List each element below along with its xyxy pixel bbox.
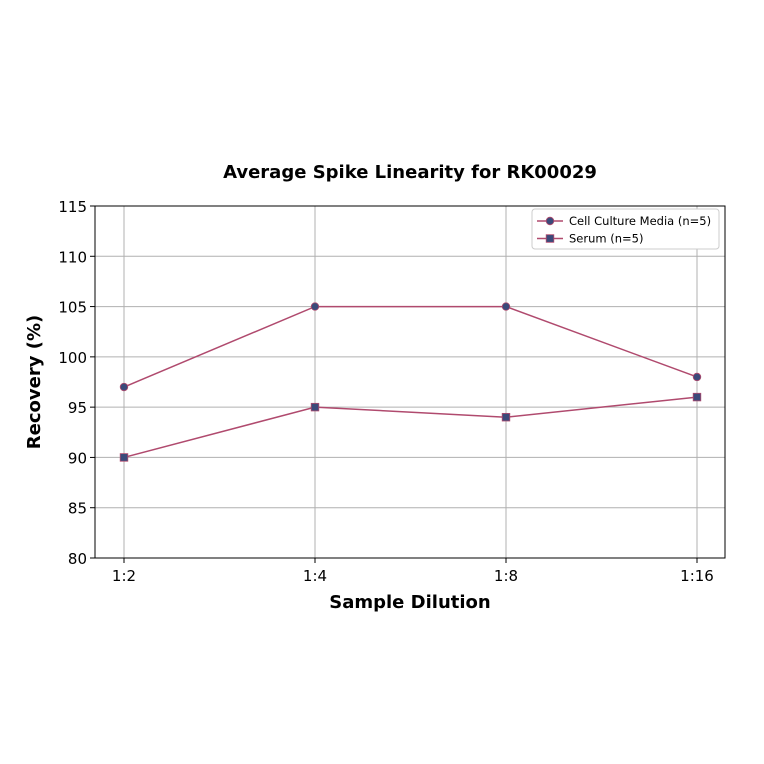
x-tick-label: 1:16	[680, 567, 714, 585]
legend-label: Serum (n=5)	[569, 232, 643, 246]
data-point-circle	[501, 302, 511, 311]
legend-label: Cell Culture Media (n=5)	[569, 214, 711, 228]
x-tick-label: 1:2	[112, 567, 136, 585]
data-point-circle	[119, 382, 129, 392]
y-axis-label: Recovery (%)	[24, 315, 45, 449]
plot-area	[94, 205, 726, 559]
chart-title: Average Spike Linearity for RK00029	[223, 162, 597, 183]
y-tick-label: 95	[68, 399, 87, 417]
data-point-square	[501, 412, 511, 422]
legend-circle-icon	[545, 216, 555, 226]
x-tick-label: 1:4	[303, 567, 327, 585]
y-tick-label: 100	[58, 349, 87, 367]
x-tick-label: 1:8	[494, 567, 518, 585]
legend-box	[531, 208, 720, 250]
data-point-circle	[692, 372, 702, 382]
y-axis-ticks: 80 85 90 95 100 105 110 115	[58, 198, 95, 568]
x-axis-ticks: 1:2 1:4 1:8 1:16	[112, 558, 714, 585]
legend: Cell Culture Media (n=5) Serum (n=5)	[531, 208, 720, 250]
y-tick-label: 90	[68, 449, 87, 467]
data-point-circle	[310, 302, 320, 311]
legend-square-icon	[545, 234, 555, 243]
grid	[95, 205, 725, 559]
x-axis-label: Sample Dilution	[329, 592, 490, 613]
series-line	[123, 396, 698, 459]
y-tick-label: 105	[58, 299, 87, 317]
series-serum	[119, 392, 702, 462]
series-line	[123, 305, 698, 388]
data-point-square	[310, 402, 320, 412]
series-group	[119, 302, 702, 462]
y-tick-label: 110	[58, 248, 87, 266]
data-point-square	[692, 392, 702, 402]
data-point-square	[119, 453, 129, 462]
y-tick-label: 115	[58, 198, 87, 216]
series-cell-culture-media	[119, 302, 702, 392]
y-tick-label: 85	[68, 500, 87, 518]
y-tick-label: 80	[68, 550, 87, 568]
